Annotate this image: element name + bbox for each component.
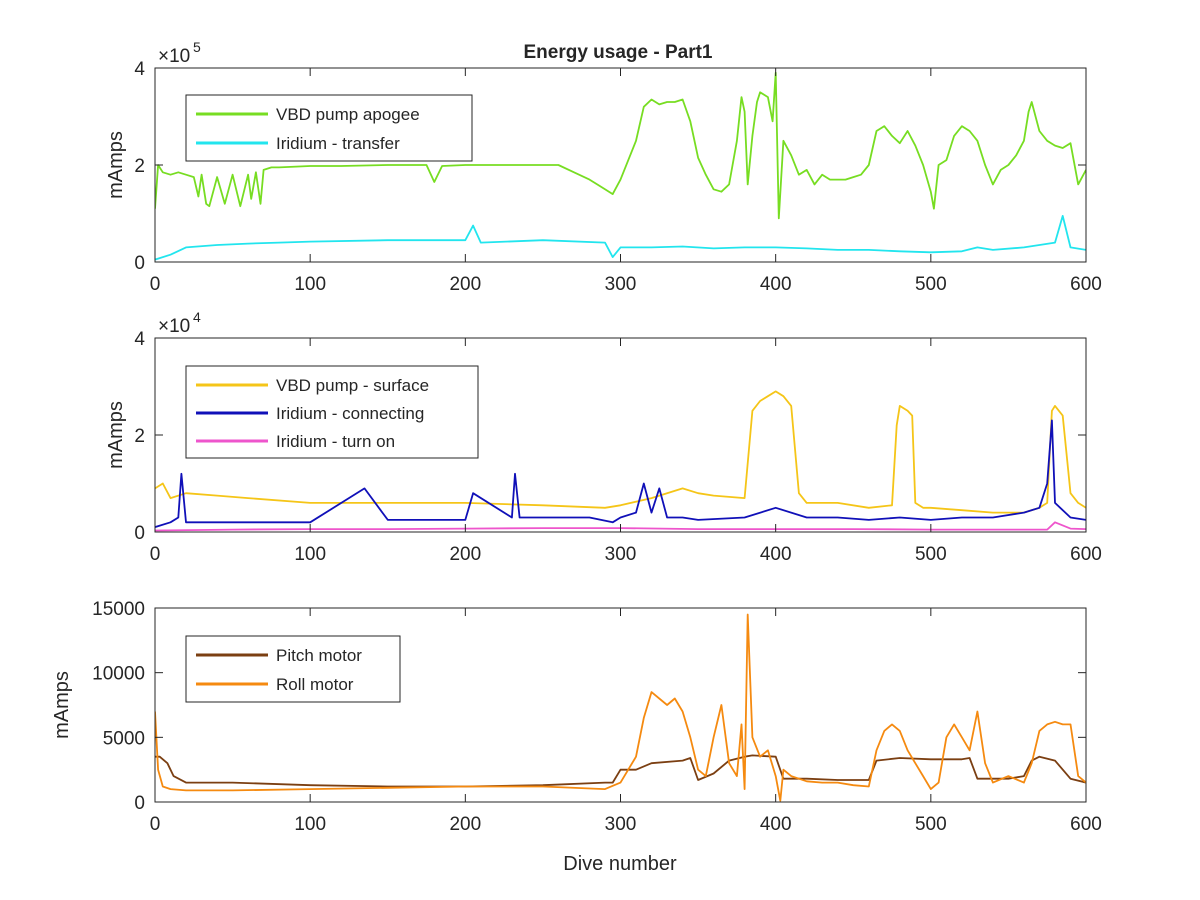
series-line-1 [155,754,1086,788]
y-exponent-value: 4 [193,309,201,325]
x-tick-label: 300 [605,544,637,565]
x-tick-label: 100 [294,544,326,565]
y-exponent: ×10 5 [158,39,201,67]
series-line-1 [155,71,1086,220]
y-axis-label: mAmps [51,671,73,739]
y-tick-label: 2 [134,426,145,447]
series-line-2 [155,214,1086,261]
legend-entry: VBD pump - surface [276,376,429,395]
x-tick-label: 200 [449,544,481,565]
svg-text:×10: ×10 [158,46,190,67]
svg-text:×10: ×10 [158,316,190,337]
chart-panel-3: 0 100 200 300 400 500 600 0 5000 10000 15000 Pitch … [51,599,1102,875]
legend-entry: Iridium - transfer [276,134,400,153]
x-tick-label: 500 [915,274,947,295]
legend: Pitch motor Roll motor [185,635,401,703]
y-axis-label: mAmps [105,401,127,469]
legend-box [185,635,401,703]
x-tick-label: 100 [294,814,326,835]
y-exponent: ×10 4 [158,309,201,337]
y-tick-label: 0 [134,523,145,544]
y-exponent-value: 5 [193,39,201,55]
y-tick-label: 10000 [92,664,145,685]
y-tick-label: 5000 [103,728,145,749]
chart-title: Energy usage - Part1 [523,42,712,63]
series-line-3 [155,521,1086,532]
x-tick-label: 200 [449,274,481,295]
x-tick-label: 600 [1070,544,1102,565]
series-group [155,71,1086,261]
x-tick-label: 300 [605,274,637,295]
y-tick-label: 4 [134,59,145,80]
legend-box [185,94,473,162]
series-line-2 [155,419,1086,528]
chart-panel-2: 0 100 200 300 400 500 600 0 2 4 VBD pump - surface… [105,309,1102,565]
x-tick-label: 600 [1070,814,1102,835]
chart-panel-1: Energy usage - Part1 0 100 200 300 400 500 600… [105,39,1102,295]
x-tick-label: 400 [760,544,792,565]
legend-entry: Roll motor [276,675,354,694]
plot-area: 0 100 200 300 400 500 600 0 5000 10000 15000 Pitch … [92,599,1102,835]
series-group [155,613,1086,802]
x-tick-label: 100 [294,274,326,295]
y-tick-label: 0 [134,253,145,274]
legend: VBD pump apogee Iridium - transfer [185,94,473,162]
plot-area: 0 100 200 300 400 500 600 0 2 4 VBD pump apogee Iri… [134,59,1101,295]
x-tick-label: 0 [150,274,161,295]
x-tick-label: 400 [760,814,792,835]
legend-entry: VBD pump apogee [276,105,420,124]
legend-entry: Pitch motor [276,646,362,665]
y-tick-label: 0 [134,793,145,814]
y-axis-label: mAmps [105,131,127,199]
legend: VBD pump - surface Iridium - connecting Ir… [185,365,479,459]
series-line-2 [155,613,1086,802]
legend-entry: Iridium - connecting [276,404,424,423]
x-axis-label: Dive number [563,853,677,875]
legend-entry: Iridium - turn on [276,432,395,451]
x-tick-label: 0 [150,814,161,835]
x-tick-label: 600 [1070,274,1102,295]
x-tick-label: 0 [150,544,161,565]
x-tick-label: 200 [449,814,481,835]
plot-area: 0 100 200 300 400 500 600 0 2 4 VBD pump - surface… [134,329,1101,565]
y-tick-label: 15000 [92,599,145,620]
x-tick-label: 400 [760,274,792,295]
x-tick-label: 500 [915,814,947,835]
x-tick-label: 500 [915,544,947,565]
x-tick-label: 300 [605,814,637,835]
y-tick-label: 4 [134,329,145,350]
y-tick-label: 2 [134,156,145,177]
series-group [155,390,1086,532]
